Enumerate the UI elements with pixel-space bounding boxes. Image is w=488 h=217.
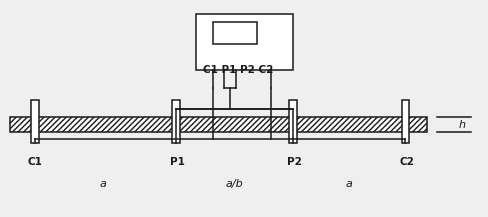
- Bar: [401, 100, 408, 143]
- Bar: [31, 100, 39, 143]
- Text: C1: C1: [27, 157, 42, 167]
- Text: C1 P1 P2 C2: C1 P1 P2 C2: [203, 65, 273, 75]
- Bar: [212, 22, 256, 44]
- Text: P1: P1: [170, 157, 185, 167]
- Bar: [289, 100, 297, 143]
- Text: C2: C2: [399, 157, 414, 167]
- Bar: [195, 14, 293, 70]
- Bar: [172, 100, 180, 143]
- Text: a: a: [345, 179, 352, 189]
- Bar: [10, 117, 427, 132]
- Text: a/b: a/b: [225, 179, 243, 189]
- Text: h: h: [458, 120, 465, 130]
- Text: P2: P2: [287, 157, 302, 167]
- Text: a: a: [100, 179, 106, 189]
